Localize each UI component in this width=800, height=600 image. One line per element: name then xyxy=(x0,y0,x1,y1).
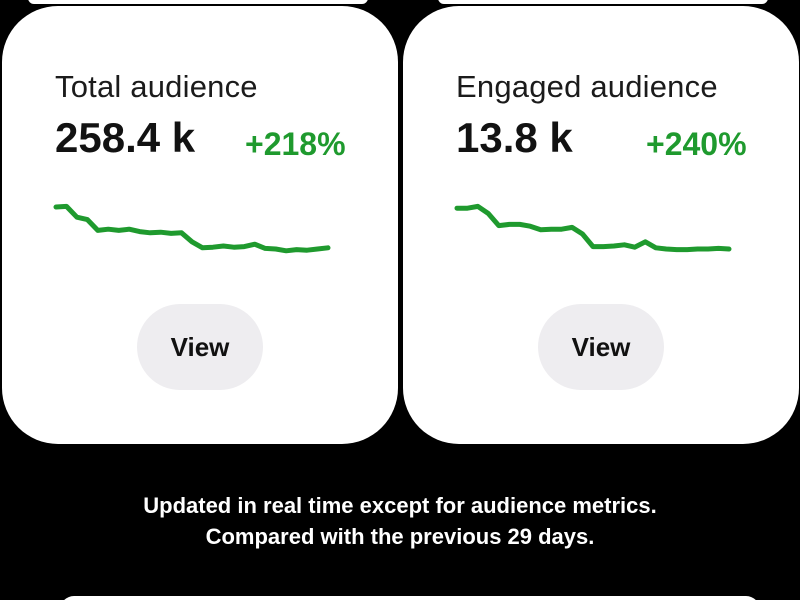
metric-change-badge: +240% xyxy=(646,126,747,162)
metric-value: 258.4 k xyxy=(55,114,196,161)
metric-change-badge: +218% xyxy=(245,126,346,162)
footnote-line: Compared with the previous 29 days. xyxy=(205,524,595,549)
view-button[interactable]: View xyxy=(538,304,664,390)
trend-line xyxy=(454,203,732,253)
view-button[interactable]: View xyxy=(137,304,263,390)
next-card-edge xyxy=(60,596,760,600)
total-audience-card: Total audience 258.4 k +218% View xyxy=(2,6,398,444)
previous-card-edge xyxy=(28,0,368,4)
trend-sparkline xyxy=(53,203,331,254)
card-title: Engaged audience xyxy=(456,69,718,104)
trend-sparkline xyxy=(454,203,732,253)
trend-line xyxy=(53,203,331,254)
engaged-audience-card: Engaged audience 13.8 k +240% View xyxy=(403,6,799,444)
footnote-line: Updated in real time except for audience… xyxy=(143,493,657,518)
update-footnote: Updated in real time except for audience… xyxy=(0,490,800,552)
previous-card-edge xyxy=(438,0,768,4)
metric-value: 13.8 k xyxy=(456,114,573,161)
card-title: Total audience xyxy=(55,69,258,104)
